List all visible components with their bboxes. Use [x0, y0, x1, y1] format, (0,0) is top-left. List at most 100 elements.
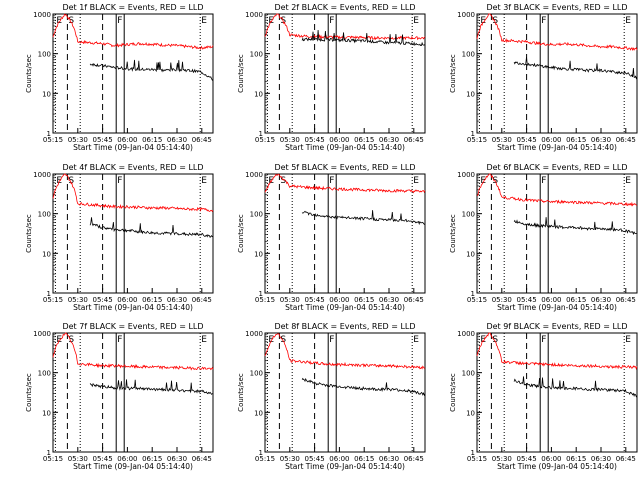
x-tick-label: 05:45 [93, 136, 113, 144]
y-tick-label: 10 [42, 409, 51, 417]
chart-panel: Det 5f BLACK = Events, RED = LLD 1 10 100 10… [237, 163, 426, 312]
x-axis-label: Start Time (09-Jan-04 05:14:40) [285, 462, 405, 471]
event-marker-label: F [329, 16, 334, 26]
event-marker-label: E [201, 335, 207, 345]
event-marker-label: S [68, 335, 74, 345]
event-marker-label: E [480, 335, 486, 345]
series-lld-line [476, 332, 638, 370]
x-tick-label: 05:45 [93, 296, 113, 304]
event-marker-label: S [280, 335, 286, 345]
x-tick-label: 06:15 [142, 296, 162, 304]
plot-frame [264, 173, 426, 294]
y-tick-label: 100 [250, 51, 263, 59]
x-tick-label: 06:30 [591, 296, 611, 304]
x-tick-label: 06:00 [117, 455, 137, 463]
x-tick-label: 05:30 [280, 296, 300, 304]
x-tick-label: 05:15 [467, 136, 487, 144]
series-events-line [89, 59, 214, 81]
y-tick-label: 10 [42, 250, 51, 258]
event-marker-label: F [329, 335, 334, 345]
y-axis-label: Counts/sec [237, 54, 245, 93]
event-marker-label: E [625, 176, 631, 186]
y-tick-label: 1 [471, 130, 475, 138]
plot-frame [52, 173, 214, 294]
y-tick-label: 100 [38, 211, 51, 219]
series-events-line [89, 379, 214, 395]
event-marker-label: E [480, 176, 486, 186]
y-tick-label: 1000 [245, 171, 263, 179]
chart-panel: Det 9f BLACK = Events, RED = LLD 1 10 100 10… [449, 322, 638, 471]
y-tick-label: 10 [466, 409, 475, 417]
plot-frame [476, 173, 638, 294]
event-marker-label: E [201, 176, 207, 186]
series-lld-line [476, 13, 638, 51]
event-marker-label: F [329, 176, 334, 186]
x-tick-label: 05:30 [68, 296, 88, 304]
event-marker-label: S [68, 16, 74, 26]
series-events-line [301, 377, 426, 397]
event-marker-label: S [280, 176, 286, 186]
x-tick-label: 06:30 [379, 455, 399, 463]
x-tick-label: 06:00 [541, 296, 561, 304]
plot-frame [52, 332, 214, 453]
x-axis-label: Start Time (09-Jan-04 05:14:40) [285, 303, 405, 312]
x-tick-label: 06:00 [329, 136, 349, 144]
y-tick-label: 1 [259, 449, 263, 457]
x-tick-label: 06:15 [142, 455, 162, 463]
y-tick-label: 10 [466, 250, 475, 258]
x-tick-label: 05:15 [255, 136, 275, 144]
chart-title: Det 9f BLACK = Events, RED = LLD [486, 322, 627, 331]
y-tick-label: 10 [254, 409, 263, 417]
chart-title: Det 8f BLACK = Events, RED = LLD [274, 322, 415, 331]
y-axis-label: Counts/sec [25, 373, 33, 412]
x-tick-label: 05:15 [467, 455, 487, 463]
chart-panel: Det 6f BLACK = Events, RED = LLD 1 10 100 10… [449, 163, 638, 312]
event-marker-label: F [541, 16, 546, 26]
event-marker-label: E [413, 16, 419, 26]
chart-panel: Det 3f BLACK = Events, RED = LLD 1 10 100 10… [449, 3, 638, 152]
event-marker-label: F [117, 335, 122, 345]
y-tick-label: 1 [47, 130, 51, 138]
y-tick-label: 1 [47, 290, 51, 298]
series-lld-line [264, 13, 426, 41]
x-tick-label: 06:30 [167, 296, 187, 304]
x-tick-label: 06:15 [142, 136, 162, 144]
series-events-line [301, 29, 426, 46]
event-marker-label: F [541, 335, 546, 345]
series-events-line [513, 376, 638, 398]
series-events-line [89, 217, 214, 239]
x-tick-label: 05:45 [93, 455, 113, 463]
event-marker-label: S [492, 16, 498, 26]
y-tick-label: 1000 [33, 171, 51, 179]
chart-title: Det 4f BLACK = Events, RED = LLD [62, 163, 203, 172]
event-marker-label: E [413, 176, 419, 186]
x-tick-label: 06:45 [404, 136, 424, 144]
event-marker-label: F [117, 16, 122, 26]
y-tick-label: 1000 [33, 330, 51, 338]
x-tick-label: 06:15 [566, 296, 586, 304]
x-tick-label: 06:00 [329, 455, 349, 463]
x-tick-label: 06:00 [117, 296, 137, 304]
y-axis-label: Counts/sec [25, 214, 33, 253]
x-tick-label: 05:45 [305, 455, 325, 463]
x-tick-label: 06:30 [167, 455, 187, 463]
x-tick-label: 05:30 [280, 455, 300, 463]
x-tick-label: 05:15 [43, 136, 63, 144]
chart-panel: Det 8f BLACK = Events, RED = LLD 1 10 100 10… [237, 322, 426, 471]
series-lld-line [264, 173, 426, 194]
event-marker-label: F [117, 176, 122, 186]
plot-frame [52, 13, 214, 134]
x-tick-label: 06:30 [379, 136, 399, 144]
x-tick-label: 05:15 [255, 296, 275, 304]
x-tick-label: 05:15 [43, 296, 63, 304]
series-events-line [301, 210, 426, 226]
chart-panel: Det 7f BLACK = Events, RED = LLD 1 10 100 10… [25, 322, 214, 471]
event-marker-label: E [625, 16, 631, 26]
y-tick-label: 100 [462, 51, 475, 59]
y-axis-label: Counts/sec [25, 54, 33, 93]
series-lld-line [52, 13, 214, 51]
series-lld-line [264, 333, 426, 370]
plot-frame [264, 13, 426, 134]
x-tick-label: 06:15 [354, 136, 374, 144]
